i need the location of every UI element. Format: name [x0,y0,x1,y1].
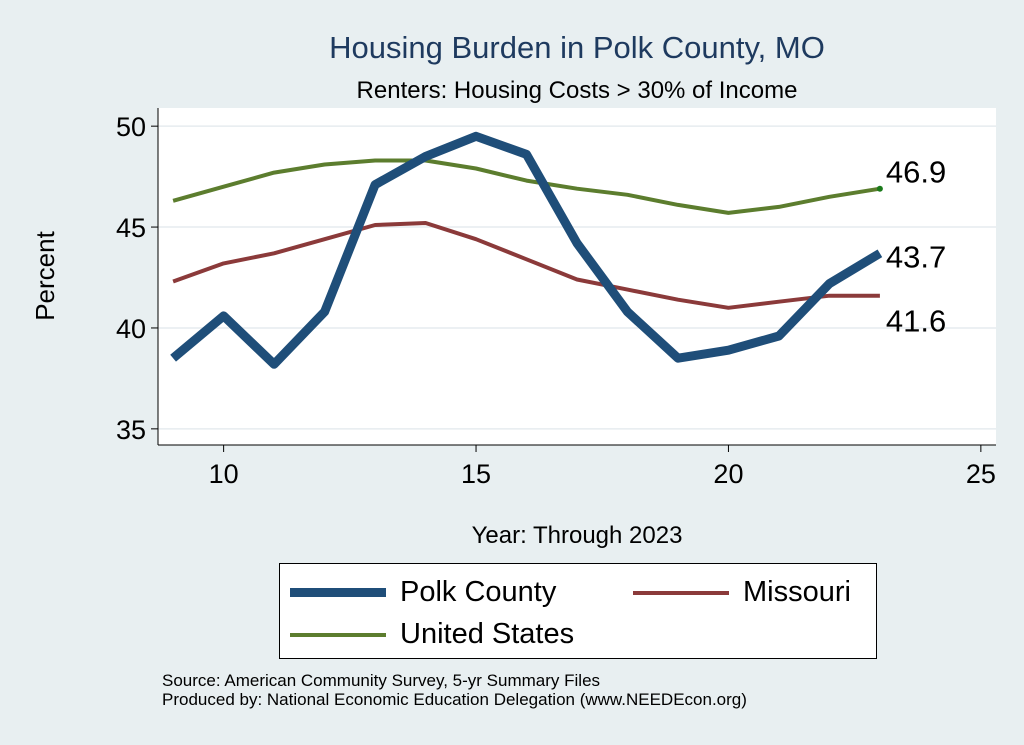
chart-title: Housing Burden in Polk County, MO [329,30,825,65]
y-axis-label: Percent [30,230,60,320]
y-tick-label: 35 [116,415,146,445]
legend-swatch-polk-county [290,588,386,597]
series-line-missouri [172,221,880,310]
series-end-marker [876,185,883,192]
legend-item-missouri: Missouri [633,576,851,609]
legend-label-missouri: Missouri [743,576,851,608]
y-tick-label: 40 [116,314,146,344]
legend-swatch-united-states [290,632,386,637]
source-note: Source: American Community Survey, 5-yr … [162,671,601,690]
produced-by-note: Produced by: National Economic Education… [162,690,747,709]
x-tick-label: 10 [209,459,239,489]
legend-label-united-states: United States [400,618,575,650]
x-tick-label: 20 [713,459,743,489]
x-tick-label: 15 [461,459,491,489]
legend-item-united-states: United States [290,618,574,651]
series-layer [170,131,883,369]
end-value-label: 41.6 [886,304,946,339]
x-tick-label: 25 [966,459,996,489]
legend-item-polk-county: Polk County [290,576,556,609]
plot-area [158,108,996,445]
series-line-united-states [172,158,881,215]
grid-layer [158,125,996,430]
labels-layer: 43.7 41.6 46.9 [886,155,946,339]
end-value-label: 43.7 [886,239,946,274]
series-line-polk-county [170,131,883,369]
legend-label-polk-county: Polk County [400,576,557,608]
legend-swatch-missouri [633,590,729,595]
axes-layer: 35 40 45 50 10 15 20 25 [116,108,996,489]
y-tick-label: 50 [116,112,146,142]
x-axis-label: Year: Through 2023 [472,522,683,549]
end-value-label: 46.9 [886,155,946,190]
legend: Polk County Missouri United States [279,563,877,659]
chart-subtitle: Renters: Housing Costs > 30% of Income [357,77,798,104]
y-tick-label: 45 [116,213,146,243]
